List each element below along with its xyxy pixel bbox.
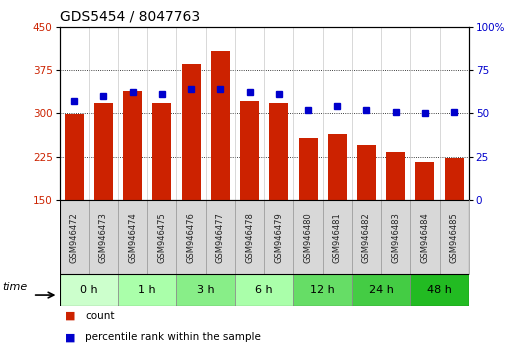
Bar — [240, 101, 259, 200]
Bar — [328, 133, 347, 200]
Text: GSM946478: GSM946478 — [245, 212, 254, 263]
Bar — [386, 152, 405, 200]
Text: percentile rank within the sample: percentile rank within the sample — [85, 332, 262, 342]
Bar — [269, 103, 289, 200]
Bar — [118, 274, 177, 306]
Text: GSM946481: GSM946481 — [333, 212, 342, 263]
Bar — [410, 274, 469, 306]
Bar — [60, 274, 118, 306]
Text: time: time — [3, 282, 28, 292]
Bar — [410, 200, 440, 274]
Text: GSM946472: GSM946472 — [70, 212, 79, 263]
Bar — [60, 200, 89, 274]
Bar — [182, 64, 200, 200]
Text: 12 h: 12 h — [310, 285, 335, 295]
Bar — [235, 274, 293, 306]
Text: GSM946473: GSM946473 — [99, 212, 108, 263]
Text: 1 h: 1 h — [138, 285, 156, 295]
Text: 0 h: 0 h — [80, 285, 97, 295]
Text: GSM946485: GSM946485 — [450, 212, 458, 263]
Text: GSM946480: GSM946480 — [304, 212, 312, 263]
Bar — [118, 200, 147, 274]
Bar — [206, 200, 235, 274]
Text: 6 h: 6 h — [255, 285, 273, 295]
Bar — [352, 274, 410, 306]
Text: GSM946476: GSM946476 — [186, 212, 196, 263]
Bar — [177, 200, 206, 274]
Text: GSM946482: GSM946482 — [362, 212, 371, 263]
Bar — [352, 200, 381, 274]
Bar — [293, 200, 323, 274]
Bar — [152, 103, 171, 200]
Bar — [177, 274, 235, 306]
Text: GSM946477: GSM946477 — [216, 212, 225, 263]
Bar — [235, 200, 264, 274]
Bar — [123, 91, 142, 200]
Text: GSM946479: GSM946479 — [275, 212, 283, 263]
Bar — [323, 200, 352, 274]
Text: 3 h: 3 h — [197, 285, 214, 295]
Text: ■: ■ — [65, 332, 75, 342]
Text: GSM946484: GSM946484 — [421, 212, 429, 263]
Bar — [89, 200, 118, 274]
Text: GDS5454 / 8047763: GDS5454 / 8047763 — [60, 9, 200, 23]
Text: count: count — [85, 311, 115, 321]
Bar — [298, 138, 318, 200]
Text: ■: ■ — [65, 311, 75, 321]
Text: 24 h: 24 h — [369, 285, 394, 295]
Text: GSM946475: GSM946475 — [157, 212, 166, 263]
Text: 48 h: 48 h — [427, 285, 452, 295]
Bar — [415, 162, 435, 200]
Bar — [264, 200, 293, 274]
Text: GSM946483: GSM946483 — [391, 212, 400, 263]
Bar — [65, 114, 84, 200]
Bar — [293, 274, 352, 306]
Bar — [94, 103, 113, 200]
Text: GSM946474: GSM946474 — [128, 212, 137, 263]
Bar — [357, 145, 376, 200]
Bar — [440, 200, 469, 274]
Bar — [147, 200, 177, 274]
Bar — [444, 158, 464, 200]
Bar — [381, 200, 410, 274]
Bar — [211, 51, 230, 200]
